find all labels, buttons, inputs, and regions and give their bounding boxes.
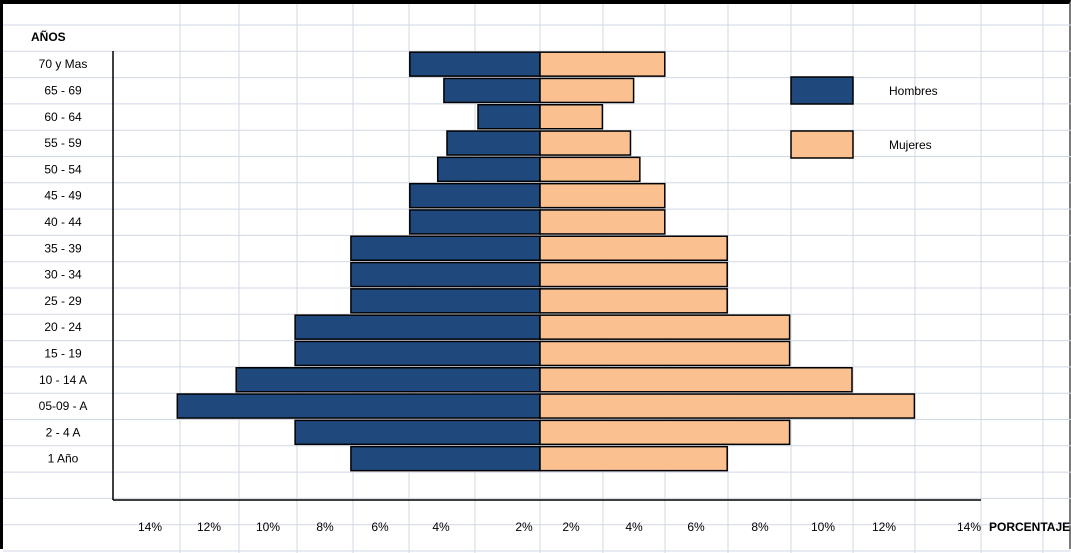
bar-hombres	[294, 340, 541, 367]
y-tick-label: 15 - 19	[44, 346, 82, 360]
y-tick-label: 55 - 59	[44, 136, 82, 150]
y-tick-label: 60 - 64	[44, 110, 82, 124]
legend: Hombres Mujeres	[790, 76, 938, 159]
bar-mujeres	[539, 445, 728, 472]
x-tick-label: 6%	[371, 520, 389, 534]
y-tick-label: 45 - 49	[44, 189, 82, 203]
x-tick-label: 2%	[562, 520, 580, 534]
x-tick-label: 4%	[432, 520, 450, 534]
legend-label-hombres: Hombres	[889, 84, 938, 98]
y-tick-label: 35 - 39	[44, 241, 82, 255]
bar-mujeres	[539, 156, 641, 183]
y-tick-label: 30 - 34	[44, 268, 82, 282]
legend-swatch-hombres	[790, 76, 854, 105]
bar-mujeres	[539, 340, 791, 367]
axes	[112, 51, 981, 501]
labels: 70 y Mas 65 - 69 60 - 64 55 - 59 50 - 54 45 -…	[39, 57, 982, 534]
x-tick-label: 6%	[687, 520, 705, 534]
y-tick-label: 70 y Mas	[39, 57, 88, 71]
y-tick-label: 25 - 29	[44, 294, 82, 308]
y-tick-label: 65 - 69	[44, 83, 82, 97]
bar-mujeres	[539, 209, 666, 235]
bar-hombres	[350, 261, 541, 288]
y-tick-label: 2 - 4 A	[46, 425, 81, 439]
bar-mujeres	[539, 419, 791, 446]
y-tick-label: 1 Año	[48, 452, 79, 466]
y-axis-title: AÑOS	[31, 29, 66, 44]
y-tick-label: 20 - 24	[44, 320, 82, 334]
bar-mujeres	[539, 51, 666, 77]
bar-mujeres	[539, 367, 853, 393]
bar-hombres	[350, 445, 541, 472]
bar-mujeres	[539, 235, 728, 261]
legend-label-mujeres: Mujeres	[889, 138, 932, 152]
bar-hombres	[436, 156, 541, 183]
x-tick-label: 8%	[751, 520, 769, 534]
x-tick-label: 12%	[197, 520, 221, 534]
y-tick-label: 10 - 14 A	[39, 373, 87, 387]
y-tick-label: 40 - 44	[44, 215, 82, 229]
x-tick-label: 8%	[316, 520, 334, 534]
y-tick-label: 05-09 - A	[39, 399, 88, 413]
bar-mujeres	[539, 288, 728, 314]
bar-hombres	[446, 130, 541, 156]
bar-mujeres	[539, 130, 632, 156]
x-tick-label: 14%	[138, 520, 162, 534]
legend-swatch-mujeres	[790, 130, 854, 159]
bar-hombres	[350, 235, 541, 261]
bar-hombres	[409, 209, 541, 235]
bar-hombres	[409, 182, 541, 209]
bar-mujeres	[539, 393, 916, 419]
bar-hombres	[443, 77, 541, 104]
bar-hombres	[350, 288, 541, 314]
x-axis-title: PORCENTAJE	[989, 520, 1070, 534]
x-tick-label: 4%	[625, 520, 643, 534]
bar-mujeres	[539, 314, 791, 340]
bar-hombres	[409, 51, 541, 77]
bar-mujeres	[539, 182, 666, 209]
bar-hombres	[477, 104, 541, 130]
bar-mujeres	[539, 261, 728, 288]
x-tick-label: 12%	[872, 520, 896, 534]
bar-mujeres	[539, 104, 604, 130]
x-tick-label: 2%	[515, 520, 533, 534]
bar-hombres	[294, 314, 541, 340]
bar-mujeres	[539, 77, 635, 104]
population-pyramid-chart: 70 y Mas 65 - 69 60 - 64 55 - 59 50 - 54 45 -…	[3, 4, 1071, 553]
bar-hombres	[235, 367, 541, 393]
x-tick-label: 14%	[957, 520, 981, 534]
x-tick-label: 10%	[256, 520, 280, 534]
bar-hombres	[176, 393, 541, 419]
bars	[176, 51, 916, 472]
x-tick-label: 10%	[811, 520, 835, 534]
bar-hombres	[294, 419, 541, 446]
y-tick-label: 50 - 54	[44, 162, 82, 176]
